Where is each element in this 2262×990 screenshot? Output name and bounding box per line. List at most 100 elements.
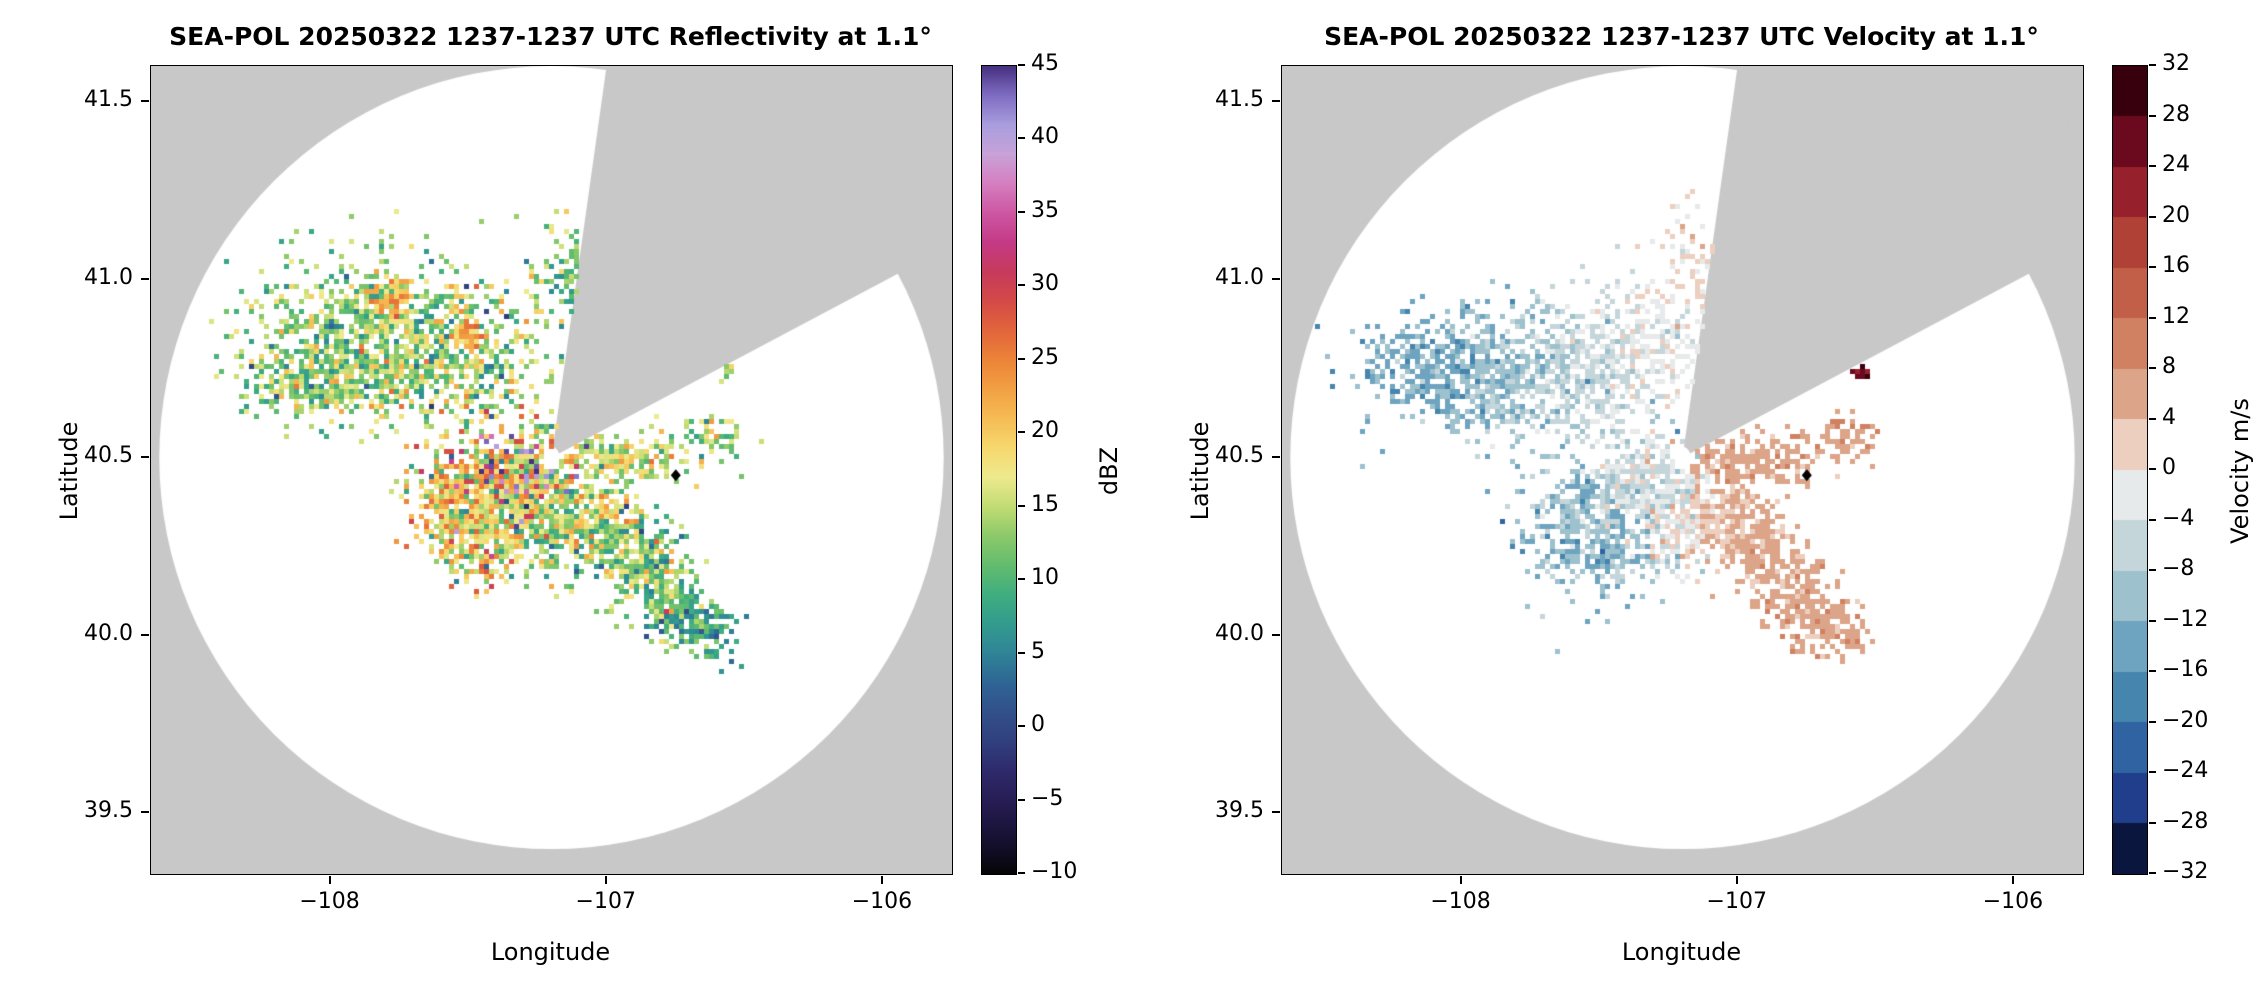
colorbar-tick-label: −8	[2162, 556, 2195, 581]
reflectivity-ppi-canvas	[151, 66, 952, 874]
colorbar-tick-mark	[1018, 578, 1025, 581]
y-tick-label: 40.5	[84, 442, 133, 468]
colorbar-tick-label: 10	[1031, 565, 1059, 591]
colorbar-tick-mark	[2149, 468, 2156, 470]
y-tick-mark	[141, 455, 149, 458]
colorbar-tick-label: 8	[2162, 354, 2176, 379]
colorbar-tick-label: −20	[2162, 707, 2209, 733]
y-tick-label: 41.0	[1215, 264, 1264, 290]
colorbar-tick-mark	[2149, 821, 2156, 824]
colorbar-tick-label: 12	[2162, 303, 2190, 329]
colorbar-tick-label: −24	[2162, 758, 2209, 783]
x-tick-label: −108	[1430, 889, 1491, 914]
colorbar-tick-label: 25	[1031, 344, 1059, 370]
colorbar-tick-label: 40	[1031, 124, 1059, 150]
colorbar-tick-mark	[1018, 431, 1025, 434]
y-tick-label: 39.5	[1215, 798, 1264, 824]
y-tick-mark	[1272, 455, 1280, 458]
colorbar-tick-mark	[2149, 114, 2156, 117]
x-tick-mark	[1735, 876, 1738, 884]
colorbar-tick-mark	[1018, 872, 1025, 874]
colorbar-tick-mark	[1018, 798, 1025, 801]
colorbar-tick-mark	[1018, 137, 1025, 140]
colorbar-tick-label: 20	[1031, 418, 1059, 444]
x-axis-label: Longitude	[490, 938, 611, 966]
colorbar-tick-label: 35	[1031, 197, 1059, 223]
colorbar-tick-mark	[2149, 619, 2156, 622]
y-tick-label: 41.5	[1215, 86, 1264, 112]
x-tick-mark	[2011, 876, 2014, 884]
velocity-plot-area	[1281, 65, 2084, 875]
colorbar-tick-label: 0	[2162, 455, 2176, 480]
colorbar-tick-label: −4	[2162, 505, 2195, 531]
colorbar-tick-mark	[2149, 569, 2156, 571]
colorbar-tick-mark	[2149, 670, 2156, 672]
colorbar-tick-label: −5	[1031, 785, 1064, 811]
colorbar-tick-mark	[2149, 165, 2156, 167]
x-tick-label: −107	[575, 889, 636, 914]
y-axis-label: Latitude	[55, 421, 83, 521]
y-tick-label: 40.0	[84, 620, 133, 646]
colorbar-tick-label: −10	[1031, 859, 1078, 884]
colorbar-tick-label: −12	[2162, 606, 2209, 632]
velocity-panel: SEA-POL 20250322 1237-1237 UTC Velocity …	[1131, 0, 2262, 990]
colorbar-tick-label: −28	[2162, 808, 2209, 834]
colorbar-tick-mark	[1018, 504, 1025, 507]
reflectivity-chart-title: SEA-POL 20250322 1237-1237 UTC Reflectiv…	[169, 22, 932, 51]
x-tick-mark	[604, 876, 607, 884]
y-tick-mark	[141, 811, 149, 814]
colorbar-tick-label: −32	[2162, 859, 2209, 884]
y-tick-label: 41.5	[84, 86, 133, 112]
colorbar-tick-mark	[1018, 725, 1025, 728]
colorbar-tick-label: 45	[1031, 51, 1059, 76]
y-tick-mark	[1272, 99, 1280, 102]
colorbar-tick-label: 5	[1031, 638, 1045, 664]
y-tick-label: 40.5	[1215, 442, 1264, 468]
colorbar-tick-label: −16	[2162, 657, 2209, 682]
colorbar-tick-mark	[2149, 316, 2156, 319]
velocity-colorbar	[2112, 65, 2148, 875]
velocity-colorbar-canvas	[2113, 66, 2147, 874]
colorbar-tick-mark	[2149, 771, 2156, 773]
y-tick-label: 39.5	[84, 798, 133, 824]
colorbar-tick-label: 15	[1031, 491, 1059, 517]
colorbar-tick-label: 32	[2162, 51, 2190, 76]
colorbar-tick-label: 4	[2162, 404, 2176, 430]
colorbar-tick-label: 20	[2162, 202, 2190, 228]
reflectivity-colorbar	[981, 65, 1017, 875]
reflectivity-colorbar-canvas	[982, 66, 1016, 874]
reflectivity-panel: SEA-POL 20250322 1237-1237 UTC Reflectiv…	[55, 22, 1123, 966]
x-tick-mark	[880, 876, 883, 884]
velocity-colorbar-label: Velocity m/s	[2226, 398, 2254, 544]
x-tick-label: −107	[1706, 889, 1767, 914]
colorbar-tick-mark	[1018, 210, 1025, 213]
y-tick-mark	[1272, 633, 1280, 636]
x-tick-label: −106	[1982, 889, 2044, 914]
y-tick-mark	[1272, 277, 1280, 280]
x-tick-label: −106	[851, 889, 913, 914]
y-tick-mark	[141, 633, 149, 636]
colorbar-tick-mark	[2149, 417, 2156, 420]
y-tick-label: 41.0	[84, 264, 133, 290]
x-tick-mark	[328, 876, 331, 884]
x-tick-label: −108	[299, 889, 360, 914]
y-tick-mark	[141, 277, 149, 280]
colorbar-tick-label: 16	[2162, 253, 2190, 278]
x-axis-label: Longitude	[1621, 938, 1742, 966]
y-tick-mark	[1272, 811, 1280, 814]
colorbar-tick-mark	[1018, 64, 1025, 66]
y-tick-mark	[141, 99, 149, 102]
x-tick-mark	[1459, 876, 1462, 884]
colorbar-tick-mark	[2149, 266, 2156, 268]
colorbar-tick-mark	[2149, 720, 2156, 723]
colorbar-tick-mark	[2149, 872, 2156, 874]
colorbar-tick-label: 30	[1031, 271, 1059, 297]
colorbar-tick-mark	[2149, 518, 2156, 521]
colorbar-tick-label: 0	[1031, 712, 1045, 738]
y-axis-label: Latitude	[1186, 421, 1214, 521]
velocity-ppi-canvas	[1282, 66, 2083, 874]
colorbar-tick-mark	[2149, 367, 2156, 369]
colorbar-tick-label: 28	[2162, 101, 2190, 127]
colorbar-tick-mark	[1018, 357, 1025, 360]
y-tick-label: 40.0	[1215, 620, 1264, 646]
